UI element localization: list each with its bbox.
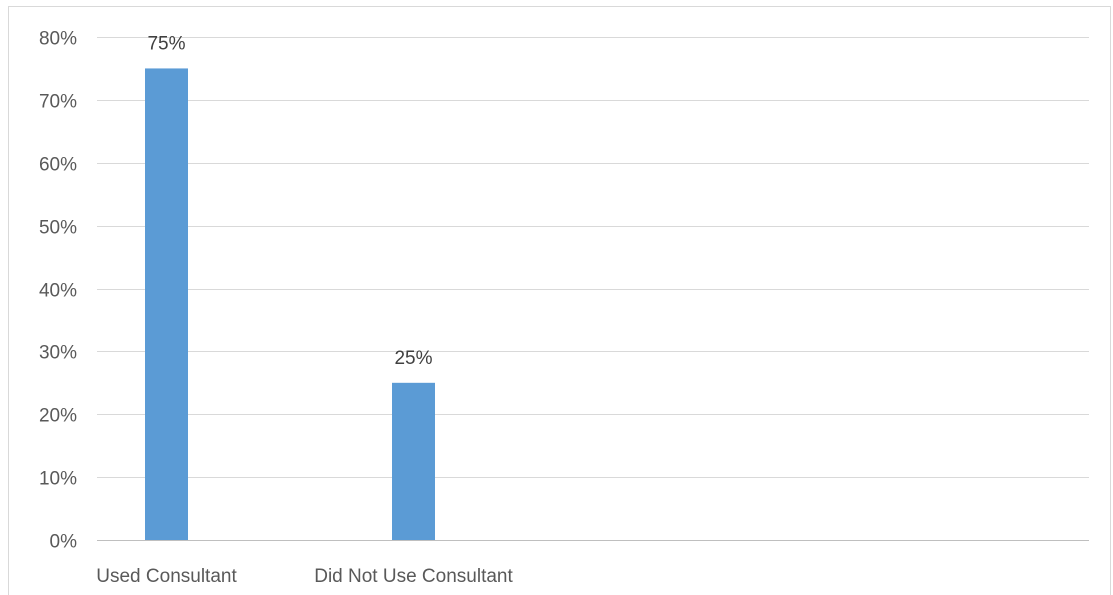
y-axis-ticks: 0% 10% 20% 30% 40% 50% 60% 70% 80%: [39, 29, 77, 553]
y-tick-label-10: 10%: [39, 469, 77, 490]
data-labels: 75% 25%: [147, 33, 432, 368]
y-tick-label-80: 80%: [39, 29, 77, 50]
y-tick-label-40: 40%: [39, 281, 77, 302]
y-tick-label-60: 60%: [39, 155, 77, 176]
data-label-2: 25%: [394, 348, 432, 369]
bars: [145, 68, 435, 540]
y-tick-label-30: 30%: [39, 343, 77, 364]
bar-2: [392, 382, 435, 540]
y-tick-label-20: 20%: [39, 406, 77, 427]
y-tick-label-70: 70%: [39, 92, 77, 113]
y-tick-label-50: 50%: [39, 218, 77, 239]
gridlines: [97, 37, 1089, 541]
x-tick-label-1: Used Consultant: [96, 566, 237, 587]
data-label-1: 75%: [147, 33, 185, 54]
chart-border: [8, 6, 1111, 595]
x-tick-label-2: Did Not Use Consultant: [314, 566, 513, 587]
bar-1: [145, 68, 188, 540]
x-axis-ticks: Used Consultant Did Not Use Consultant: [96, 566, 513, 587]
y-tick-label-0: 0%: [50, 532, 78, 553]
